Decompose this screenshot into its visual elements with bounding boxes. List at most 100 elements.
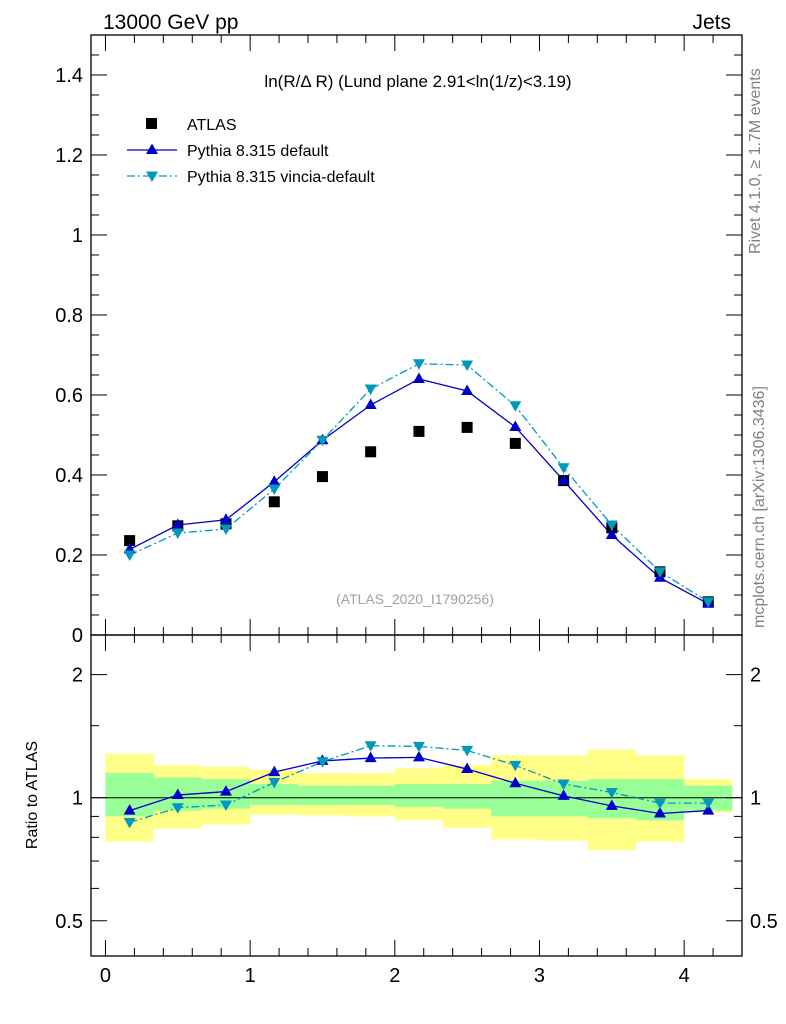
ratio-y-tick-label: 2 <box>72 665 83 687</box>
legend-label-pythia-vincia: Pythia 8.315 vincia-default <box>187 169 375 186</box>
ratio-plot-frame <box>90 634 743 957</box>
series-layer <box>123 359 715 829</box>
ratio-y-tick-label-right: 1 <box>750 788 761 810</box>
main-y-tick-label: 0.4 <box>55 465 83 487</box>
ratio-pythia-vincia-point <box>509 760 522 772</box>
ratio-pythia-vincia-point <box>461 745 474 757</box>
pythia-default-point <box>412 372 425 383</box>
ratio-pythia-vincia-point <box>702 798 715 810</box>
ratio-pythia-vincia-point <box>605 787 618 799</box>
stat-band-bin <box>394 784 443 807</box>
stat-band-bin <box>298 785 347 805</box>
ratio-pythia-vincia-point <box>364 741 377 752</box>
pythia-vincia-point <box>171 528 184 539</box>
ratio-pythia-default-point <box>364 751 377 763</box>
legend-marker-atlas <box>146 118 157 129</box>
stat-band-bin <box>587 779 636 819</box>
plot-title: ln(R/Δ R) (Lund plane 2.91<ln(1/z)<3.19) <box>264 72 571 91</box>
main-y-tick-label: 0.8 <box>55 305 83 327</box>
pythia-vincia-point <box>268 484 281 495</box>
pythia-vincia-point <box>219 524 232 535</box>
atlas-data-point <box>413 425 425 437</box>
stat-band-bin <box>346 785 395 805</box>
x-tick-label: 0 <box>100 965 111 987</box>
legend: ATLAS Pythia 8.315 default Pythia 8.315 … <box>127 117 375 186</box>
ratio-pythia-default-point <box>412 750 425 762</box>
pythia-default-point <box>557 474 570 485</box>
ratio-pythia-default-point <box>702 804 715 815</box>
axis-ticks <box>91 34 743 956</box>
main-y-tick-label: 0.6 <box>55 385 83 407</box>
ratio-y-tick-label-right: 0.5 <box>750 911 778 933</box>
ratio-pythia-default-point <box>461 762 474 774</box>
stat-band-bin <box>250 784 299 805</box>
stat-band-bin <box>442 784 492 809</box>
ratio-pythia-default-point <box>268 765 281 777</box>
ratio-pythia-default-point <box>123 804 136 815</box>
legend-marker-pythia-vincia <box>146 171 158 182</box>
main-y-tick-label: 0.2 <box>55 545 83 567</box>
ratio-pythia-vincia-point <box>557 779 570 791</box>
atlas-data-point <box>124 535 136 547</box>
x-tick-label: 2 <box>389 965 400 987</box>
pythia-vincia-point <box>316 435 329 447</box>
ratio-pythia-default-point <box>219 785 232 796</box>
pythia-vincia-point <box>605 520 618 531</box>
ratio-pythia-vincia-point <box>219 800 232 811</box>
ratio-pythia-vincia-point <box>123 817 136 829</box>
rivet-label: Rivet 4.1.0, ≥ 1.7M events <box>747 68 764 254</box>
pythia-default-point <box>219 513 232 524</box>
pythia-default-point <box>364 398 377 409</box>
main-y-tick-label: 0 <box>72 625 83 647</box>
pythia-vincia-point <box>557 463 570 474</box>
pythia-vincia-point <box>364 384 377 395</box>
pythia-default-point <box>461 384 474 395</box>
main-y-tick-label: 1 <box>72 225 83 247</box>
ratio-y-tick-label: 1 <box>72 788 83 810</box>
header-left-label: 13000 GeV pp <box>103 11 238 34</box>
pythia-default-point <box>171 518 184 529</box>
mcplots-label: mcplots.cern.ch [arXiv:1306.3436] <box>751 386 768 628</box>
ratio-y-tick-label-right: 2 <box>750 665 761 687</box>
ratio-pythia-vincia-point <box>412 741 425 753</box>
x-tick-label: 3 <box>534 965 545 987</box>
ratio-pythia-vincia-point <box>316 757 329 768</box>
tick-labels: 0 0.2 0.4 0.6 0.8 1 1.2 1.4 0.5 0.5 1 1 2 2 0 1 2 3 4 <box>55 65 778 987</box>
ratio-pythia-default-point <box>171 788 184 800</box>
pythia-vincia-point <box>509 401 522 412</box>
legend-label-pythia-default: Pythia 8.315 default <box>187 143 329 160</box>
ratio-uncertainty-bands <box>105 749 733 850</box>
ratio-pythia-default-point <box>653 806 666 818</box>
pythia-default-point <box>605 528 618 539</box>
legend-marker-pythia-default <box>146 143 158 154</box>
pythia-vincia-point <box>702 597 715 608</box>
ratio-pythia-vincia-point <box>268 777 281 789</box>
ratio-pythia-default-point <box>557 789 570 800</box>
atlas-data-point <box>365 446 377 458</box>
main-y-tick-label: 1.2 <box>55 145 83 167</box>
ratio-pythia-vincia-point <box>171 803 184 814</box>
atlas-data-point <box>316 471 328 483</box>
ratio-pythia-default-point <box>509 776 522 788</box>
atlas-data-point <box>509 437 521 449</box>
ratio-y-tick-label: 0.5 <box>55 911 83 933</box>
atlas-data-point <box>461 421 473 433</box>
legend-label-atlas: ATLAS <box>187 117 237 134</box>
analysis-watermark: (ATLAS_2020_I1790256) <box>336 591 494 607</box>
pythia-vincia-point <box>123 550 136 561</box>
ratio-y-axis-label: Ratio to ATLAS <box>24 741 41 849</box>
pythia-vincia-point <box>461 360 474 371</box>
pythia-vincia-point <box>653 567 666 578</box>
x-tick-label: 1 <box>245 965 256 987</box>
x-tick-label: 4 <box>679 965 690 987</box>
atlas-data-point <box>268 496 280 508</box>
header-right-label: Jets <box>692 11 731 34</box>
pythia-vincia-point <box>412 359 425 370</box>
pythia-default-point <box>268 475 281 486</box>
pythia-default-point <box>509 420 522 431</box>
ratio-pythia-vincia-point <box>653 798 666 810</box>
pythia-default-line <box>129 378 709 605</box>
pythia-vincia-line <box>129 363 709 603</box>
main-y-tick-label: 1.4 <box>55 65 83 87</box>
